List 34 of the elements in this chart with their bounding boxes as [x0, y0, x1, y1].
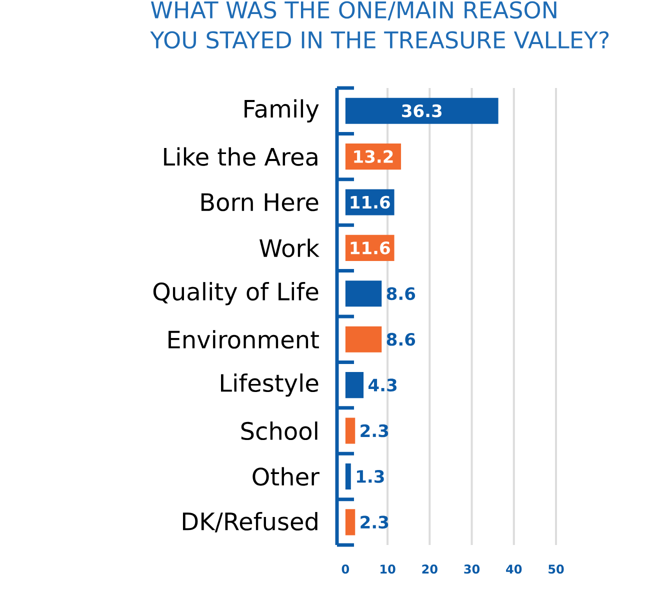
chart-title: WHAT WAS THE ONE/MAIN REASON YOU STAYED IN THE TREASURE VALLEY?: [150, 1, 609, 49]
y-tick-label: Work: [259, 238, 320, 258]
bar: [345, 463, 351, 490]
data-label: 2.3: [360, 424, 388, 438]
data-label: 11.6: [350, 242, 390, 254]
y-tick-label: Family: [244, 99, 319, 122]
x-tick-label: 50: [548, 564, 564, 574]
bar: [345, 280, 382, 307]
bar: [345, 418, 356, 444]
y-tick-label: Other: [252, 467, 320, 486]
x-tick-label: 20: [422, 564, 438, 574]
x-tick-label: 40: [506, 564, 522, 574]
x-tick-label: 30: [464, 564, 480, 574]
bar: [345, 509, 356, 536]
data-label: 2.3: [360, 516, 388, 529]
y-tick-label: Born Here: [201, 193, 318, 212]
x-tick-label: 0: [342, 564, 350, 574]
data-label: 36.3: [402, 104, 442, 118]
y-tick-label: School: [241, 421, 318, 440]
bar: [345, 326, 382, 352]
y-tick-label: DK/Refused: [182, 512, 318, 532]
data-label: 1.3: [357, 470, 384, 483]
y-tick-label: Environment: [168, 330, 319, 349]
y-tick-label: Quality of Life: [153, 282, 318, 306]
data-label: 8.6: [386, 332, 416, 346]
data-label: 4.3: [368, 378, 397, 392]
data-label: 11.6: [350, 196, 390, 209]
x-tick-label: 10: [380, 564, 396, 574]
data-label: 13.2: [354, 150, 393, 163]
bar: [345, 372, 364, 398]
data-label: 8.6: [386, 287, 416, 300]
y-tick-label: Like the Area: [164, 147, 318, 166]
bar: [345, 98, 498, 124]
y-tick-label: Lifestyle: [221, 373, 318, 397]
